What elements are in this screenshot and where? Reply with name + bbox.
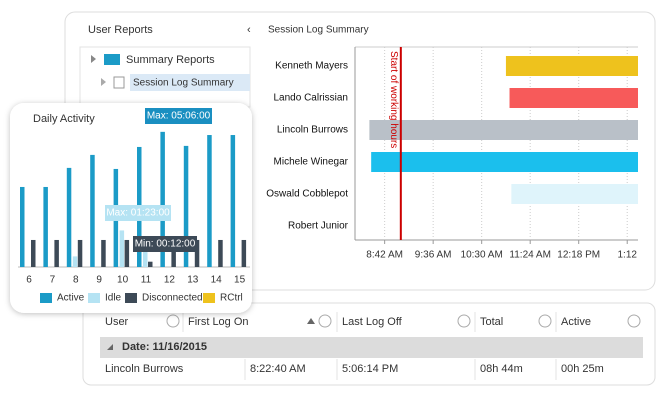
x-tick-label: 8: [73, 275, 79, 286]
group-label: Date: 11/16/2015: [122, 341, 207, 353]
legend-label: Disconnected: [142, 293, 203, 304]
x-tick-label: 1:12: [617, 250, 637, 261]
category-label: Lando Calrissian: [274, 93, 349, 104]
x-tick-label: 11:24 AM: [509, 250, 551, 261]
group-toggle[interactable]: [107, 344, 113, 350]
filter-icon[interactable]: [166, 314, 180, 328]
cell: 5:06:14 PM: [342, 363, 398, 375]
x-tick-label: 10: [117, 275, 129, 286]
legend-label: RCtrl: [220, 293, 243, 304]
folder-icon: [104, 54, 120, 65]
x-tick-label: 8:42 AM: [366, 250, 403, 261]
session-bar: [505, 56, 638, 76]
tooltip-label: Min: 00:12:00: [135, 239, 196, 250]
legend-swatch: [125, 293, 137, 303]
x-tick-label: 6: [26, 275, 32, 286]
tree-toggle[interactable]: [91, 55, 96, 63]
filter-icon[interactable]: [538, 314, 552, 328]
category-label: Oswald Cobblepot: [266, 189, 348, 200]
report-icon: [113, 76, 125, 89]
session-bar: [369, 120, 638, 140]
bar: [230, 135, 236, 267]
column-header[interactable]: Active: [561, 316, 591, 328]
legend-label: Active: [57, 293, 85, 304]
annotation-label: Start of working hours: [388, 51, 399, 148]
bar: [90, 154, 95, 267]
x-tick-label: 11: [141, 275, 152, 286]
filter-icon[interactable]: [318, 314, 332, 328]
legend-label: Idle: [105, 293, 122, 304]
x-tick-label: 9: [96, 275, 102, 286]
session-bar: [509, 88, 638, 108]
sort-arrow[interactable]: [307, 318, 315, 324]
bar: [148, 261, 153, 267]
bar: [207, 135, 212, 267]
tree-group[interactable]: Summary Reports: [126, 54, 215, 66]
bar: [66, 167, 72, 267]
bar: [101, 239, 106, 267]
cell: 00h 25m: [561, 363, 604, 375]
x-tick-label: 7: [50, 275, 56, 286]
x-tick-label: 9:36 AM: [415, 250, 452, 261]
session-bar: [511, 184, 638, 204]
bar: [119, 230, 125, 267]
bar: [183, 145, 189, 267]
bar: [194, 239, 200, 267]
report-title: Session Log Summary: [268, 25, 369, 36]
bar: [43, 186, 48, 267]
x-tick-label: 12:18 PM: [557, 250, 600, 261]
filter-icon[interactable]: [627, 314, 641, 328]
column-header[interactable]: User: [105, 316, 129, 328]
legend-swatch: [203, 293, 215, 303]
bar: [124, 239, 130, 267]
bar: [72, 256, 78, 267]
x-tick-label: 15: [234, 275, 246, 286]
bar: [54, 239, 59, 267]
session-bar: [371, 152, 638, 172]
category-label: Lincoln Burrows: [277, 125, 348, 136]
bar: [241, 239, 247, 267]
panel-title: User Reports: [88, 24, 153, 36]
legend-swatch: [88, 293, 100, 303]
tree-item[interactable]: Session Log Summary: [133, 78, 234, 89]
bar: [143, 251, 148, 267]
bar: [77, 239, 83, 267]
column-header[interactable]: First Log On: [188, 316, 249, 328]
tooltip-label: Max: 01:23:00: [106, 208, 170, 219]
bar: [160, 131, 165, 267]
legend-swatch: [40, 293, 52, 303]
tree-toggle[interactable]: [101, 78, 106, 86]
bar: [31, 239, 36, 267]
cell: 08h 44m: [480, 363, 523, 375]
x-tick-label: 12: [164, 275, 176, 286]
tooltip: [105, 205, 171, 221]
chart-title: Daily Activity: [33, 113, 95, 125]
column-header[interactable]: Total: [480, 316, 503, 328]
bar: [20, 186, 25, 267]
cell: 8:22:40 AM: [250, 363, 306, 375]
bar: [171, 239, 176, 267]
category-label: Michele Winegar: [274, 157, 349, 168]
tooltip: [145, 108, 212, 124]
tree-selection: [130, 74, 250, 91]
column-header[interactable]: Last Log Off: [342, 316, 403, 328]
group-row: [100, 337, 643, 358]
x-tick-label: 10:30 AM: [461, 250, 503, 261]
collapse-button[interactable]: ‹: [247, 24, 251, 36]
x-tick-label: 14: [211, 275, 223, 286]
category-label: Kenneth Mayers: [275, 61, 348, 72]
cell: Lincoln Burrows: [105, 363, 184, 375]
tooltip-label: Max: 05:06:00: [147, 111, 211, 122]
filter-icon[interactable]: [457, 314, 471, 328]
tooltip: [133, 236, 197, 252]
x-tick-label: 13: [187, 275, 199, 286]
category-label: Robert Junior: [288, 221, 349, 232]
bar: [218, 239, 223, 267]
